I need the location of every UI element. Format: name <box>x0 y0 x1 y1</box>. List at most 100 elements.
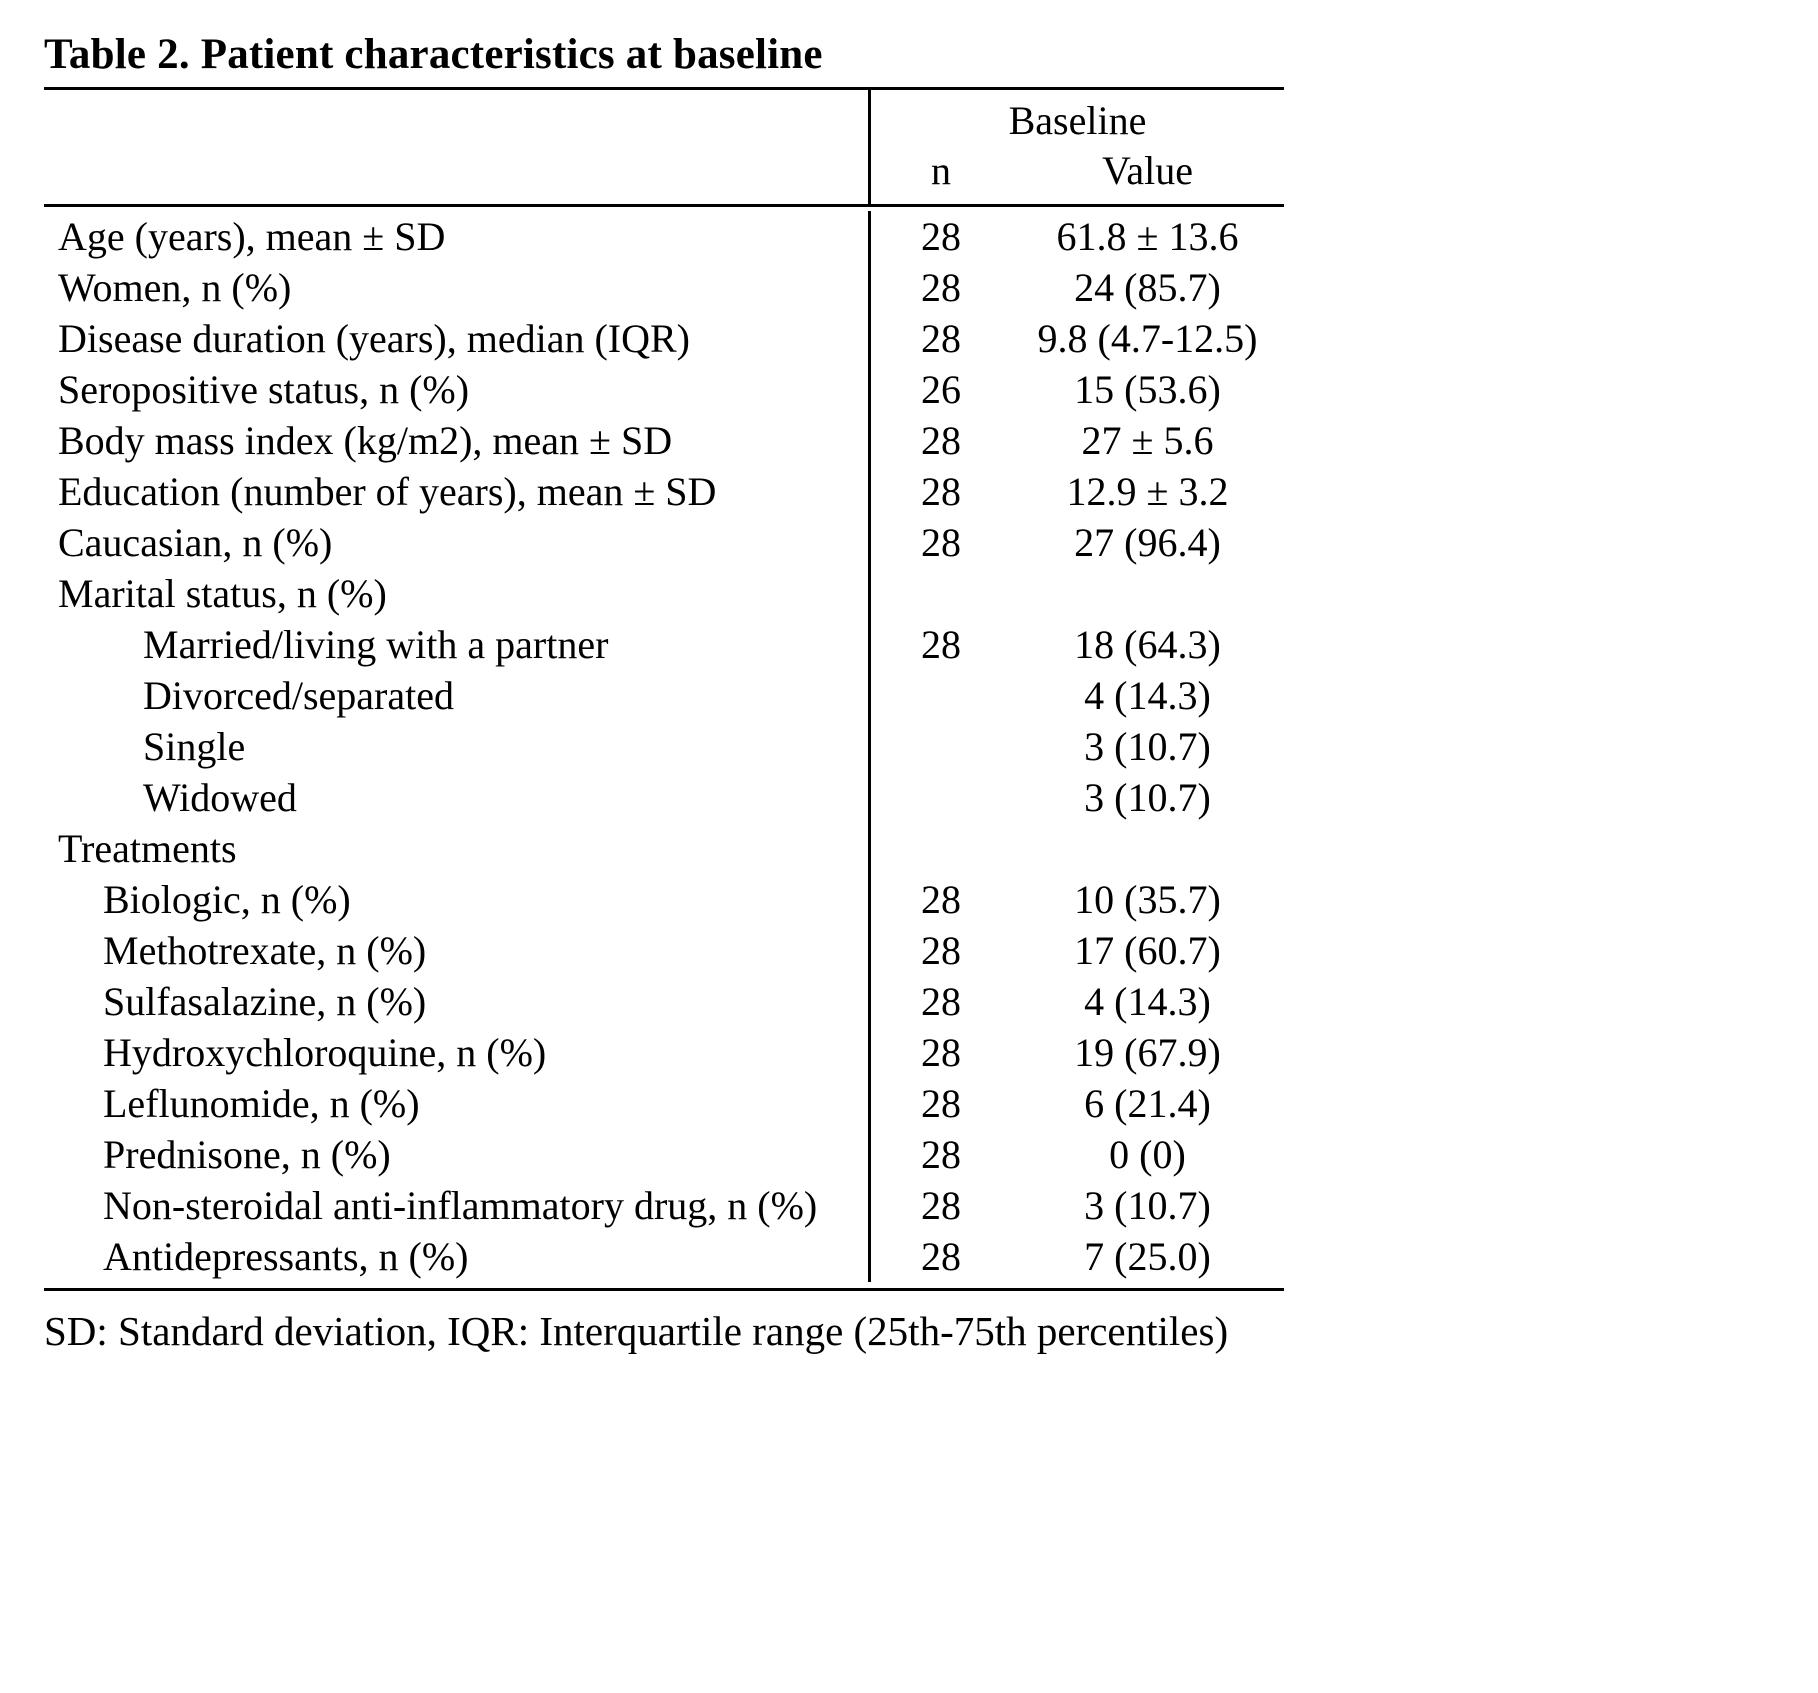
table-row: Widowed 3 (10.7) <box>44 772 1284 823</box>
row-n-value: 28 <box>921 265 961 310</box>
row-baseline-value: 6 (21.4) <box>1084 1081 1211 1126</box>
table-header: Baseline n Value <box>44 90 1284 207</box>
row-n-value: 28 <box>921 1183 961 1228</box>
row-label: Disease duration (years), median (IQR) <box>58 316 690 361</box>
row-data: 28 19 (67.9) <box>868 1027 1284 1078</box>
table-row: Sulfasalazine, n (%) 28 4 (14.3) <box>44 976 1284 1027</box>
row-label: Married/living with a partner <box>143 622 609 667</box>
table-row: Married/living with a partner 28 18 (64.3) <box>44 619 1284 670</box>
table-row: Caucasian, n (%) 28 27 (96.4) <box>44 517 1284 568</box>
header-data-group: Baseline n Value <box>868 90 1284 204</box>
row-data: 28 17 (60.7) <box>868 925 1284 976</box>
row-n-value <box>871 772 1011 823</box>
table-title: Table 2. Patient characteristics at base… <box>44 31 823 78</box>
row-n-value: 28 <box>921 316 961 361</box>
page: Table 2. Patient characteristics at base… <box>44 31 1284 1354</box>
row-baseline-value: 3 (10.7) <box>1084 775 1211 820</box>
row-data: 28 9.8 (4.7-12.5) <box>868 313 1284 364</box>
table-row: Single 3 (10.7) <box>44 721 1284 772</box>
row-baseline-value: 12.9 ± 3.2 <box>1066 469 1229 514</box>
row-label: Leflunomide, n (%) <box>103 1081 420 1126</box>
row-baseline-value: 7 (25.0) <box>1084 1234 1211 1279</box>
row-data: 28 3 (10.7) <box>868 1180 1284 1231</box>
row-label: Women, n (%) <box>58 265 292 310</box>
table-row: Antidepressants, n (%) 28 7 (25.0) <box>44 1231 1284 1282</box>
table-row: Education (number of years), mean ± SD 28… <box>44 466 1284 517</box>
row-baseline-value: 27 (96.4) <box>1074 520 1221 565</box>
table-row: Age (years), mean ± SD 28 61.8 ± 13.6 <box>44 211 1284 262</box>
row-data: 26 15 (53.6) <box>868 364 1284 415</box>
table-body: Age (years), mean ± SD 28 61.8 ± 13.6 Women… <box>44 211 1284 1282</box>
table-row: Marital status, n (%) <box>44 568 1284 619</box>
row-label: Widowed <box>143 775 297 820</box>
row-baseline-value: 19 (67.9) <box>1074 1030 1221 1075</box>
row-baseline-value <box>1011 823 1284 874</box>
header-value: Value <box>1101 148 1194 193</box>
table-row: Hydroxychloroquine, n (%) 28 19 (67.9) <box>44 1027 1284 1078</box>
row-baseline-value: 15 (53.6) <box>1074 367 1221 412</box>
row-n-value: 28 <box>921 469 961 514</box>
row-data <box>868 568 1284 619</box>
row-label: Non-steroidal anti-inflammatory drug, n … <box>103 1183 818 1228</box>
row-n-value: 28 <box>921 418 961 463</box>
row-data: 28 18 (64.3) <box>868 619 1284 670</box>
row-data: 28 24 (85.7) <box>868 262 1284 313</box>
header-baseline: Baseline <box>1008 98 1147 143</box>
table-row: Seropositive status, n (%) 26 15 (53.6) <box>44 364 1284 415</box>
row-n-value <box>871 823 1011 874</box>
table-row: Methotrexate, n (%) 28 17 (60.7) <box>44 925 1284 976</box>
row-label: Caucasian, n (%) <box>58 520 333 565</box>
row-data <box>868 823 1284 874</box>
row-label: Marital status, n (%) <box>58 571 387 616</box>
table-row: Treatments <box>44 823 1284 874</box>
row-data: 3 (10.7) <box>868 721 1284 772</box>
row-data: 28 27 ± 5.6 <box>868 415 1284 466</box>
row-baseline-value: 9.8 (4.7-12.5) <box>1037 316 1258 361</box>
row-baseline-value <box>1011 568 1284 619</box>
row-label: Hydroxychloroquine, n (%) <box>103 1030 547 1075</box>
table-row: Disease duration (years), median (IQR) 28… <box>44 313 1284 364</box>
row-n-value: 28 <box>921 979 961 1024</box>
row-baseline-value: 61.8 ± 13.6 <box>1056 214 1239 259</box>
header-label-spacer <box>44 90 868 204</box>
row-baseline-value: 18 (64.3) <box>1074 622 1221 667</box>
row-baseline-value: 4 (14.3) <box>1084 979 1211 1024</box>
row-data: 28 4 (14.3) <box>868 976 1284 1027</box>
row-baseline-value: 27 ± 5.6 <box>1081 418 1214 463</box>
row-n-value: 28 <box>921 214 961 259</box>
row-n-value: 28 <box>921 520 961 565</box>
table-row: Non-steroidal anti-inflammatory drug, n … <box>44 1180 1284 1231</box>
row-n-value: 28 <box>921 1081 961 1126</box>
row-label: Methotrexate, n (%) <box>103 928 427 973</box>
row-label: Education (number of years), mean ± SD <box>58 469 717 514</box>
row-label: Body mass index (kg/m2), mean ± SD <box>58 418 673 463</box>
row-label: Single <box>143 724 246 769</box>
row-n-value: 28 <box>921 1030 961 1075</box>
row-label: Biologic, n (%) <box>103 877 351 922</box>
row-label: Age (years), mean ± SD <box>58 214 446 259</box>
row-data: 28 6 (21.4) <box>868 1078 1284 1129</box>
row-data: 28 12.9 ± 3.2 <box>868 466 1284 517</box>
row-label: Prednisone, n (%) <box>103 1132 391 1177</box>
row-baseline-value: 24 (85.7) <box>1074 265 1221 310</box>
header-n: n <box>931 148 951 193</box>
table-row: Biologic, n (%) 28 10 (35.7) <box>44 874 1284 925</box>
table-footnote: SD: Standard deviation, IQR: Interquarti… <box>44 1308 1229 1354</box>
row-n-value <box>871 568 1011 619</box>
row-n-value <box>871 721 1011 772</box>
table-row: Body mass index (kg/m2), mean ± SD 28 27 ±… <box>44 415 1284 466</box>
row-baseline-value: 10 (35.7) <box>1074 877 1221 922</box>
row-n-value: 28 <box>921 622 961 667</box>
table-row: Women, n (%) 28 24 (85.7) <box>44 262 1284 313</box>
row-label: Treatments <box>58 826 237 871</box>
row-baseline-value: 0 (0) <box>1109 1132 1186 1177</box>
row-baseline-value: 17 (60.7) <box>1074 928 1221 973</box>
row-data: 28 10 (35.7) <box>868 874 1284 925</box>
row-n-value: 28 <box>921 928 961 973</box>
row-n-value: 28 <box>921 877 961 922</box>
row-n-value <box>871 670 1011 721</box>
row-data: 28 7 (25.0) <box>868 1231 1284 1282</box>
row-data: 4 (14.3) <box>868 670 1284 721</box>
row-data: 28 0 (0) <box>868 1129 1284 1180</box>
row-n-value: 28 <box>921 1234 961 1279</box>
